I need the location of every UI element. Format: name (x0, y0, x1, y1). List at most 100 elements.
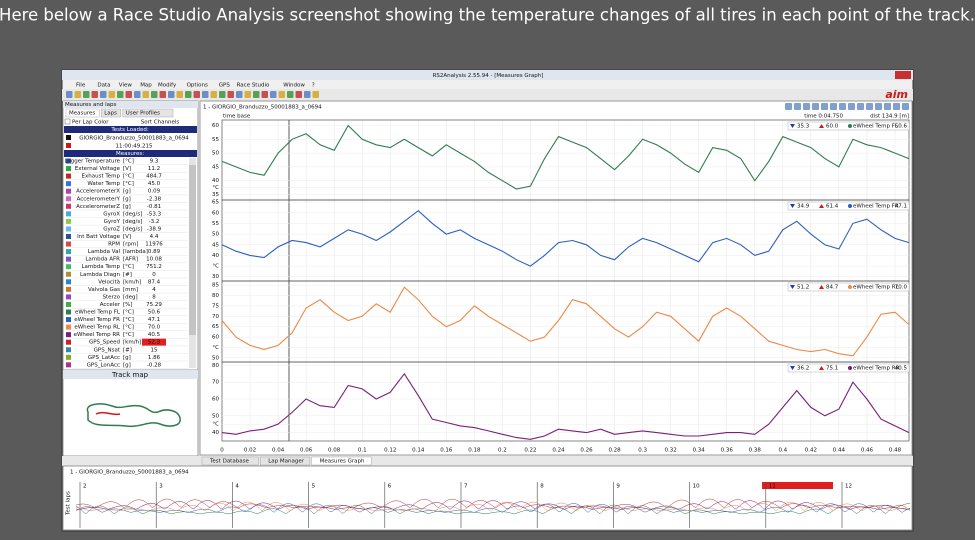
menu-item[interactable]: View (119, 83, 133, 89)
lap-label[interactable]: 6 (388, 484, 392, 490)
graph-tool-icon[interactable] (884, 103, 891, 110)
lap-label[interactable]: 11 (769, 484, 776, 490)
graph-tool-icon[interactable] (857, 103, 864, 110)
toolbar-icon[interactable] (236, 91, 243, 98)
measure-name[interactable]: External Voltage (75, 166, 121, 172)
toolbar-icon[interactable] (159, 91, 167, 98)
graph-tool-icon[interactable] (812, 103, 819, 110)
measure-name[interactable]: AccelerometerY (77, 196, 121, 202)
bottom-tab-label[interactable]: Test Database (209, 459, 249, 465)
graph-tool-icon[interactable] (785, 103, 792, 110)
toolbar-icon[interactable] (253, 91, 260, 98)
graph-tool-icon[interactable] (803, 103, 810, 110)
overview-tab[interactable]: 1 - GIORGIO_Branduzzo_50001883_a_0694 (70, 470, 189, 476)
bottom-tab[interactable] (260, 456, 310, 466)
graph-tool-icon[interactable] (875, 103, 882, 110)
measure-name[interactable]: Lambda AFR (85, 257, 120, 263)
graph-tool-icon[interactable] (893, 103, 900, 110)
toolbar-icon[interactable] (270, 91, 277, 98)
menu-item[interactable]: GPS (219, 83, 231, 89)
toolbar-icon[interactable] (142, 91, 150, 98)
test-name[interactable]: GIORGIO_Branduzzo_50001883_a_0694 (79, 136, 189, 142)
lap-label[interactable]: 10 (693, 484, 700, 490)
graph-tool-icon[interactable] (866, 103, 873, 110)
bottom-tab-label[interactable]: Lap Manager (268, 459, 305, 465)
graph-tool-icon[interactable] (839, 103, 846, 110)
measure-name[interactable]: Int Batt Voltage (77, 234, 120, 240)
toolbar-icon[interactable] (193, 91, 201, 98)
measure-name[interactable]: GyroX (103, 211, 120, 217)
toolbar-icon[interactable] (91, 91, 99, 98)
toolbar-icon[interactable] (227, 91, 235, 98)
toolbar-icon[interactable] (168, 91, 175, 98)
measure-name[interactable]: AccelerometerX (76, 189, 120, 195)
measure-name[interactable]: Velocità (98, 278, 120, 285)
measure-name[interactable]: GPS_Nsat (94, 347, 121, 353)
toolbar-icon[interactable] (151, 91, 158, 98)
lap-label[interactable]: 5 (312, 484, 316, 490)
measure-name[interactable]: AccelerometerZ (76, 204, 120, 210)
tab-label[interactable]: Measures (69, 111, 95, 117)
measure-name[interactable]: GPS_Speed (89, 340, 120, 346)
measure-name[interactable]: Valvola Gas (88, 287, 120, 293)
toolbar-icon[interactable] (100, 91, 107, 98)
toolbar-icon[interactable] (202, 91, 209, 98)
menu-item[interactable]: Modify (158, 83, 177, 89)
toolbar-icon[interactable] (219, 91, 226, 98)
measure-name[interactable]: Acceler (100, 302, 121, 308)
lap-label[interactable]: 7 (464, 484, 468, 490)
lap-label[interactable]: 8 (540, 484, 544, 490)
lap-label[interactable]: 2 (83, 484, 87, 490)
lap-label[interactable]: 12 (845, 484, 852, 490)
toolbar-icon[interactable] (295, 91, 303, 98)
measure-name[interactable]: Sterzo (102, 294, 120, 300)
menu-item[interactable]: Options (187, 83, 208, 89)
measure-name[interactable]: eWheel Temp FL (75, 310, 121, 316)
tab-label[interactable]: User Profiles (126, 111, 160, 117)
measure-name[interactable]: GPS_LatAcc (88, 355, 120, 361)
menu-item[interactable]: Race Studio (237, 83, 270, 89)
graph-tool-icon[interactable] (794, 103, 801, 110)
measure-name[interactable]: GyroY (104, 219, 121, 225)
sort-button[interactable]: Sort Channels (141, 120, 180, 126)
bottom-tab-label[interactable]: Measures Graph (320, 459, 365, 465)
graph-tab[interactable]: 1 - GIORGIO_Branduzzo_50001883_a_0694 (203, 105, 322, 111)
measure-name[interactable]: eWheel Temp RL (74, 325, 121, 331)
scroll-thumb[interactable] (189, 165, 196, 335)
bottom-tab[interactable] (311, 456, 372, 466)
menu-item[interactable]: Data (97, 83, 110, 89)
toolbar-icon[interactable] (278, 91, 286, 98)
toolbar-icon[interactable] (210, 91, 218, 98)
lap-label[interactable]: 9 (616, 484, 620, 490)
tab[interactable] (100, 108, 121, 118)
menu-item[interactable]: ? (312, 83, 315, 89)
graph-tool-icon[interactable] (830, 103, 837, 110)
toolbar-icon[interactable] (125, 91, 133, 98)
menu-item[interactable]: Map (140, 83, 152, 89)
toolbar-icon[interactable] (83, 91, 90, 98)
bottom-tab[interactable] (201, 456, 259, 466)
close-button[interactable] (895, 71, 911, 79)
measure-name[interactable]: Water Temp (87, 181, 120, 187)
per-lap-color[interactable]: Per Lap Color (72, 120, 109, 126)
toolbar-icon[interactable] (117, 91, 124, 98)
measure-name[interactable]: Logger Temperature (64, 159, 120, 165)
tab[interactable] (65, 108, 100, 118)
toolbar-icon[interactable] (66, 91, 73, 98)
toolbar-icon[interactable] (176, 91, 184, 98)
measure-name[interactable]: Lambda Diagn (80, 272, 121, 278)
checkbox[interactable] (64, 118, 71, 125)
lap-label[interactable]: 4 (235, 484, 239, 490)
toolbar-icon[interactable] (287, 91, 294, 98)
tab-label[interactable]: Laps (104, 111, 117, 117)
measure-name[interactable]: Exhaust Temp (82, 174, 121, 180)
toolbar-icon[interactable] (304, 91, 311, 98)
toolbar-icon[interactable] (134, 91, 141, 98)
toolbar-icon[interactable] (261, 91, 269, 98)
measure-name[interactable]: Lambda Temp (81, 264, 120, 270)
lap-label[interactable]: 3 (159, 484, 163, 490)
toolbar-icon[interactable] (74, 91, 82, 98)
menu-item[interactable]: Window (283, 83, 305, 89)
toolbar-icon[interactable] (185, 91, 192, 98)
graph-tool-icon[interactable] (821, 103, 828, 110)
